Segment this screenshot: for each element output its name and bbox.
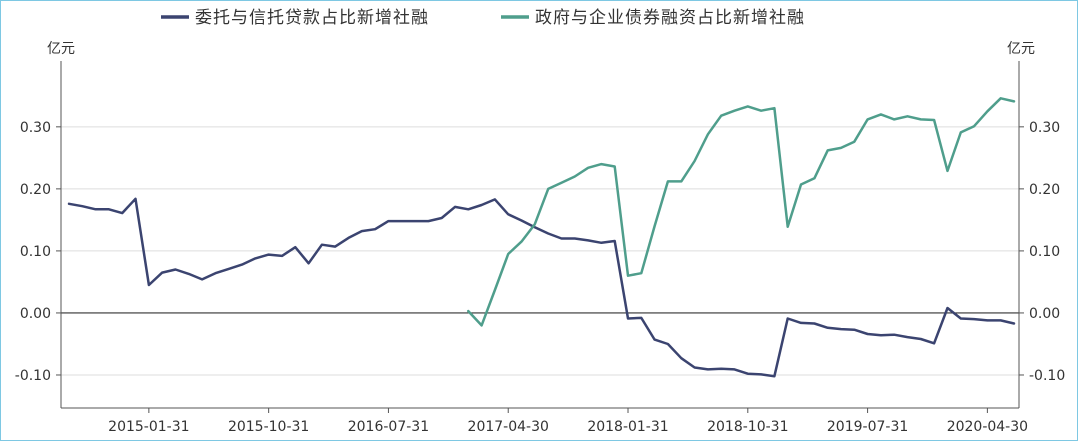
x-tick-label: 2019-07-31: [827, 419, 908, 435]
series-lines: [67, 97, 1016, 378]
x-tick-label: 2018-10-31: [707, 419, 788, 435]
y-tick-label-left: 0.20: [20, 182, 51, 198]
left-y-tick-labels: 0.30 0.20 0.10 0.00 -0.10: [15, 120, 51, 384]
y-tick-label-right: 0.20: [1029, 182, 1060, 198]
x-tick-label: 2017-04-30: [468, 419, 549, 435]
series-line-gov-corp-bonds: [467, 97, 1016, 327]
x-tick-label: 2016-07-31: [348, 419, 429, 435]
right-y-tick-labels: 0.30 0.20 0.10 0.00 -0.10: [1029, 120, 1065, 384]
series-line-entrusted-trust-loans: [67, 197, 1016, 378]
y-tick-label-right: 0.10: [1029, 244, 1060, 260]
right-axis-unit: 亿元: [1007, 41, 1035, 57]
y-tick-label-right: 0.30: [1029, 120, 1060, 136]
y-tick-label-left: 0.10: [20, 244, 51, 260]
y-tick-label-right: -0.10: [1029, 368, 1065, 384]
legend-label-gov-corp-bonds: 政府与企业债券融资占比新增社融: [535, 8, 805, 28]
y-tick-label-left: 0.30: [20, 120, 51, 136]
legend-label-entrusted-trust-loans: 委托与信托贷款占比新增社融: [195, 8, 429, 28]
axes: [56, 61, 1024, 413]
gridlines: [61, 126, 1019, 376]
left-axis-unit: 亿元: [47, 41, 75, 57]
y-tick-label-left: 0.00: [20, 306, 51, 322]
y-tick-label-left: -0.10: [15, 368, 51, 384]
x-tick-label: 2015-10-31: [228, 419, 309, 435]
x-tick-label: 2018-01-31: [587, 419, 668, 435]
x-tick-labels: 2015-01-31 2015-10-31 2016-07-31 2017-04-30…: [108, 419, 1028, 435]
x-tick-label: 2020-04-30: [947, 419, 1028, 435]
y-tick-label-right: 0.00: [1029, 306, 1060, 322]
x-tick-label: 2015-01-31: [108, 419, 189, 435]
legend: 委托与信托贷款占比新增社融 政府与企业债券融资占比新增社融: [161, 8, 805, 28]
